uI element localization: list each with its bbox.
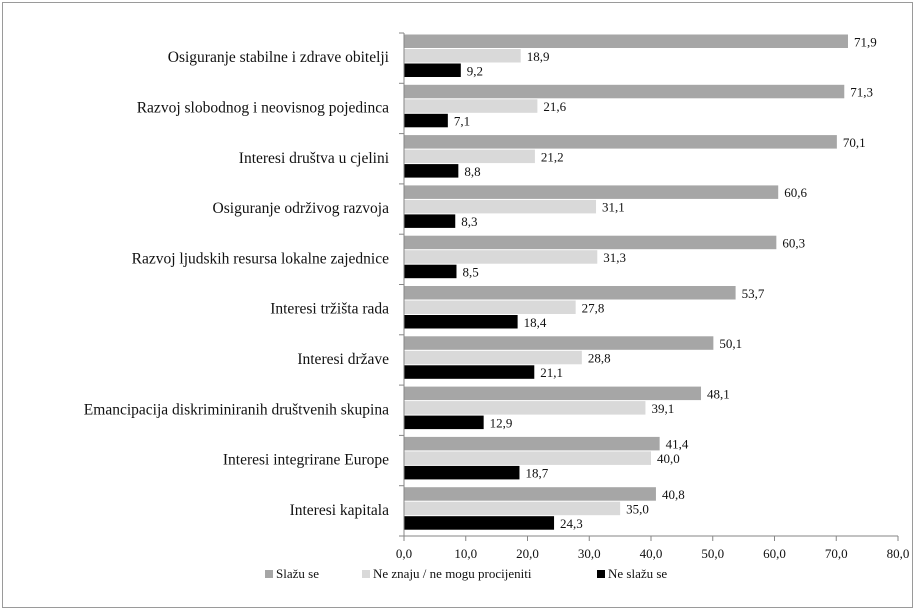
- value-label-slazu-se-3: 70,1: [843, 135, 866, 150]
- legend-label-slazu-se: Slažu se: [276, 566, 319, 581]
- x-tick-label: 80,0: [887, 546, 910, 561]
- bar-ne-znaju-ne-mogu-procijeniti-10: [404, 501, 621, 516]
- bar-slazu-se-2: [404, 84, 845, 99]
- value-label-ne-znaju-ne-mogu-procijeniti-6: 27,8: [582, 300, 605, 315]
- category-label-4: Osiguranje održivog razvoja: [213, 200, 390, 217]
- value-label-ne-znaju-ne-mogu-procijeniti-7: 28,8: [588, 351, 611, 366]
- category-label-6: Interesi tržišta rada: [270, 301, 389, 318]
- bar-ne-znaju-ne-mogu-procijeniti-9: [404, 451, 651, 465]
- bar-ne-slazu-se-2: [404, 113, 448, 128]
- bar-ne-znaju-ne-mogu-procijeniti-6: [404, 300, 576, 314]
- bar-ne-znaju-ne-mogu-procijeniti-8: [404, 401, 646, 415]
- bar-ne-slazu-se-10: [404, 516, 555, 530]
- value-label-slazu-se-6: 53,7: [742, 286, 765, 301]
- value-label-ne-znaju-ne-mogu-procijeniti-4: 31,1: [602, 200, 625, 215]
- x-tick-label: 50,0: [701, 546, 724, 561]
- x-tick-label: 0,0: [396, 546, 412, 561]
- bar-ne-slazu-se-1: [404, 63, 461, 77]
- bar-slazu-se-9: [404, 436, 660, 451]
- legend-label-ne-znaju-ne-mogu-procijeniti: Ne znaju / ne mogu procijeniti: [373, 566, 532, 581]
- bar-ne-slazu-se-6: [404, 315, 518, 329]
- legend-swatch-ne-slazu-se: [597, 570, 605, 578]
- category-label-10: Interesi kapitala: [290, 502, 390, 519]
- x-tick-label: 70,0: [825, 546, 848, 561]
- bar-ne-slazu-se-9: [404, 465, 520, 480]
- value-label-slazu-se-1: 71,9: [854, 34, 877, 49]
- bar-ne-znaju-ne-mogu-procijeniti-1: [404, 49, 521, 63]
- category-label-8: Emancipacija diskriminiranih društvenih …: [84, 401, 389, 418]
- x-tick-label: 30,0: [578, 546, 601, 561]
- bar-slazu-se-3: [404, 135, 837, 149]
- value-label-slazu-se-7: 50,1: [719, 336, 742, 351]
- value-label-ne-znaju-ne-mogu-procijeniti-9: 40,0: [657, 451, 680, 466]
- bar-ne-znaju-ne-mogu-procijeniti-5: [404, 250, 598, 264]
- value-label-slazu-se-5: 60,3: [782, 235, 805, 250]
- bar-slazu-se-7: [404, 336, 714, 350]
- x-tick-label: 20,0: [516, 546, 539, 561]
- category-label-9: Interesi integrirane Europe: [223, 452, 389, 469]
- bar-slazu-se-1: [404, 34, 848, 48]
- value-label-ne-slazu-se-7: 21,1: [540, 365, 563, 380]
- value-label-ne-znaju-ne-mogu-procijeniti-1: 18,9: [527, 49, 550, 64]
- value-label-slazu-se-2: 71,3: [850, 85, 873, 100]
- value-label-ne-slazu-se-6: 18,4: [524, 315, 547, 330]
- bar-ne-slazu-se-5: [404, 264, 457, 279]
- value-label-ne-znaju-ne-mogu-procijeniti-5: 31,3: [603, 250, 626, 265]
- bar-slazu-se-6: [404, 286, 736, 300]
- bar-ne-znaju-ne-mogu-procijeniti-3: [404, 149, 535, 164]
- category-label-3: Interesi društva u cjelini: [239, 150, 390, 167]
- value-label-ne-znaju-ne-mogu-procijeniti-2: 21,6: [543, 99, 566, 114]
- value-label-ne-slazu-se-2: 7,1: [454, 114, 470, 129]
- value-label-ne-slazu-se-8: 12,9: [490, 415, 513, 430]
- x-tick-label: 60,0: [763, 546, 786, 561]
- value-label-slazu-se-4: 60,6: [784, 185, 807, 200]
- value-label-ne-slazu-se-4: 8,3: [461, 214, 477, 229]
- value-label-ne-znaju-ne-mogu-procijeniti-10: 35,0: [626, 501, 649, 516]
- bar-ne-znaju-ne-mogu-procijeniti-7: [404, 350, 582, 365]
- legend-swatch-ne-znaju-ne-mogu-procijeniti: [362, 570, 370, 578]
- x-tick-label: 10,0: [454, 546, 477, 561]
- bar-ne-znaju-ne-mogu-procijeniti-2: [404, 99, 538, 113]
- x-tick-label: 40,0: [640, 546, 663, 561]
- value-label-ne-znaju-ne-mogu-procijeniti-8: 39,1: [651, 401, 674, 416]
- bar-slazu-se-5: [404, 235, 777, 250]
- value-label-ne-slazu-se-9: 18,7: [525, 466, 548, 481]
- category-label-1: Osiguranje stabilne i zdrave obitelji: [168, 49, 390, 66]
- value-label-slazu-se-10: 40,8: [662, 487, 685, 502]
- value-label-ne-slazu-se-5: 8,5: [462, 264, 478, 279]
- bar-ne-znaju-ne-mogu-procijeniti-4: [404, 199, 597, 214]
- bar-slazu-se-4: [404, 185, 779, 199]
- category-label-7: Interesi države: [297, 351, 389, 368]
- bar-ne-slazu-se-4: [404, 214, 456, 228]
- category-label-5: Razvoj ljudskih resursa lokalne zajednic…: [132, 250, 390, 267]
- bar-ne-slazu-se-7: [404, 365, 535, 379]
- legend-swatch-slazu-se: [265, 570, 273, 578]
- value-label-ne-slazu-se-1: 9,2: [467, 63, 483, 78]
- value-label-ne-slazu-se-10: 24,3: [560, 516, 583, 531]
- bar-slazu-se-10: [404, 487, 656, 501]
- value-label-ne-slazu-se-3: 8,8: [464, 164, 480, 179]
- value-label-slazu-se-8: 48,1: [707, 386, 730, 401]
- bar-ne-slazu-se-8: [404, 415, 484, 430]
- bar-slazu-se-8: [404, 386, 702, 401]
- value-label-ne-znaju-ne-mogu-procijeniti-3: 21,2: [541, 149, 564, 164]
- bar-ne-slazu-se-3: [404, 164, 459, 178]
- category-label-2: Razvoj slobodnog i neovisnog pojedinca: [137, 99, 389, 116]
- legend-label-ne-slazu-se: Ne slažu se: [608, 566, 667, 581]
- value-label-slazu-se-9: 41,4: [666, 437, 689, 452]
